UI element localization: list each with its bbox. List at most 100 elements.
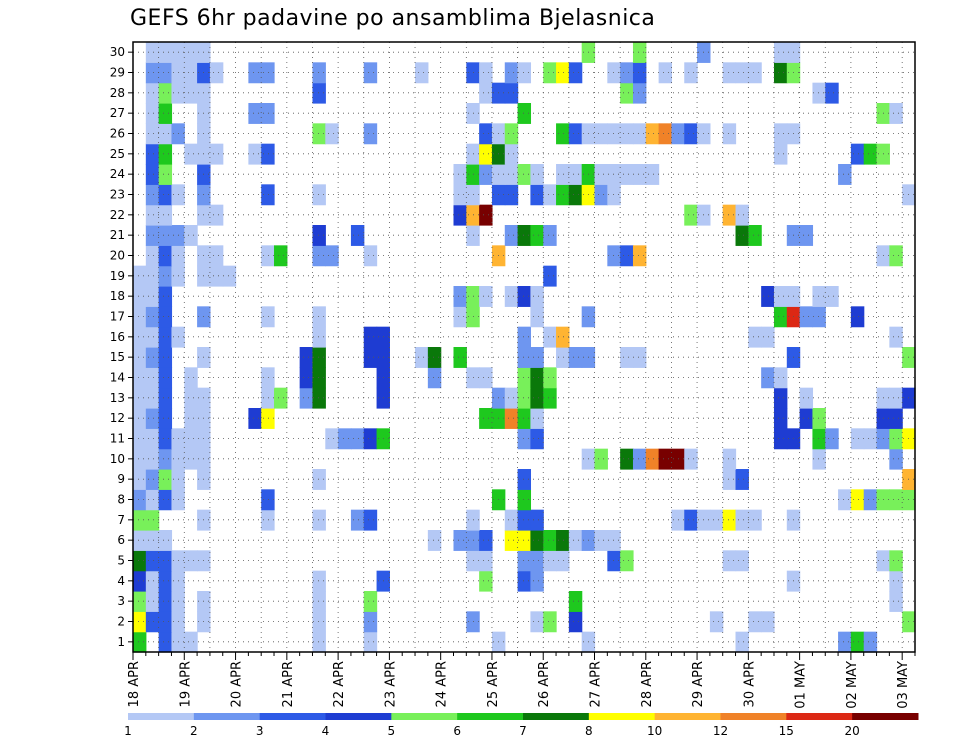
heatmap-cell <box>838 164 852 185</box>
heatmap-cell <box>825 82 839 104</box>
heatmap-cell <box>658 123 673 145</box>
heatmap-cell <box>607 550 621 572</box>
heatmap-cell <box>620 347 634 368</box>
heatmap-cell <box>479 82 493 104</box>
heatmap-cell <box>504 225 519 246</box>
heatmap-cell <box>748 62 762 84</box>
heatmap-cell <box>453 204 467 226</box>
heatmap-cell <box>158 489 173 511</box>
heatmap-cell <box>184 387 198 409</box>
heatmap-cell <box>133 408 147 429</box>
heatmap-cell <box>684 62 698 84</box>
y-tick-label: 22 <box>110 208 125 222</box>
heatmap-cell <box>184 408 198 429</box>
heatmap-cell <box>556 550 570 572</box>
heatmap-cell <box>838 489 852 511</box>
heatmap-cell <box>543 367 557 389</box>
heatmap-cell <box>773 387 788 409</box>
heatmap-cell <box>363 631 378 653</box>
heatmap-cell <box>568 123 583 145</box>
heatmap-cell <box>261 306 275 328</box>
heatmap-cell <box>722 123 737 145</box>
x-tick-label: 27 APR <box>589 661 604 707</box>
heatmap-cell <box>184 448 198 470</box>
heatmap-cell <box>453 347 467 368</box>
heatmap-cell <box>158 42 173 63</box>
heatmap-cell <box>363 347 378 368</box>
heatmap-cell <box>145 428 160 450</box>
heatmap-cell <box>556 184 570 206</box>
heatmap-cell <box>158 631 173 653</box>
heatmap-cell <box>543 530 557 551</box>
heatmap-cell <box>594 448 608 470</box>
x-tick-label: 30 APR <box>742 661 757 707</box>
heatmap-cell <box>133 306 147 328</box>
heatmap-cell <box>607 123 621 145</box>
heatmap-cell <box>684 509 698 531</box>
heatmap-cell <box>145 367 160 389</box>
heatmap-cell <box>479 143 493 165</box>
colorbar-swatch <box>391 713 458 720</box>
heatmap-cell <box>312 82 326 104</box>
heatmap-cell <box>517 469 532 490</box>
heatmap-cell <box>274 387 288 409</box>
heatmap-cell <box>133 509 147 531</box>
heatmap-cell <box>517 62 532 84</box>
heatmap-cell <box>453 164 467 185</box>
heatmap-cell <box>543 611 557 633</box>
heatmap-cell <box>594 164 608 185</box>
colorbar-label: 3 <box>256 724 264 738</box>
heatmap-cell <box>825 286 839 307</box>
heatmap-cell <box>530 509 544 531</box>
heatmap-cell <box>594 530 608 551</box>
heatmap-cell <box>158 143 173 165</box>
heatmap-cell <box>453 530 467 551</box>
heatmap-cell <box>133 387 147 409</box>
y-tick-label: 13 <box>110 391 125 405</box>
heatmap-cell <box>530 164 544 185</box>
heatmap-cell <box>799 225 814 246</box>
heatmap-cell <box>773 42 788 63</box>
heatmap-cell <box>568 530 583 551</box>
heatmap-cell <box>261 143 275 165</box>
heatmap-cell <box>594 184 608 206</box>
heatmap-cell <box>338 428 352 450</box>
y-tick-label: 25 <box>110 147 125 161</box>
heatmap-cell <box>363 326 378 348</box>
y-tick-label: 26 <box>110 127 125 141</box>
heatmap-cell <box>312 225 326 246</box>
colorbar-swatch <box>325 713 392 720</box>
heatmap-cell <box>735 225 749 246</box>
x-tick-label: 03 MAY <box>896 661 911 709</box>
heatmap-cell <box>517 550 532 572</box>
heatmap-cell <box>479 164 493 185</box>
heatmap-cell <box>158 184 173 206</box>
heatmap-cell <box>299 367 314 389</box>
heatmap-cell <box>761 326 775 348</box>
y-tick-label: 28 <box>110 86 125 100</box>
heatmap-cell <box>748 509 762 531</box>
heatmap-cell <box>645 164 660 185</box>
heatmap-cell <box>556 326 570 348</box>
y-tick-label: 21 <box>110 228 125 242</box>
colorbar-swatch <box>193 713 261 720</box>
heatmap-cell <box>145 184 160 206</box>
heatmap-cell <box>158 265 173 287</box>
heatmap-cell <box>158 448 173 470</box>
heatmap-cell <box>556 164 570 185</box>
heatmap-cell <box>145 245 160 267</box>
heatmap-cell <box>517 286 532 307</box>
heatmap-cell <box>158 245 173 267</box>
heatmap-cell <box>158 387 173 409</box>
y-tick-label: 4 <box>117 574 125 588</box>
heatmap-cell <box>889 326 903 348</box>
heatmap-cell <box>543 184 557 206</box>
colorbar-label: 20 <box>845 724 860 738</box>
heatmap-cell <box>158 123 173 145</box>
heatmap-cell <box>184 367 198 389</box>
y-axis: 1234567891011121314151617181920212223242… <box>110 45 133 649</box>
y-tick-label: 14 <box>110 371 125 385</box>
plot-frame <box>132 41 916 653</box>
x-tick-label: 19 APR <box>178 661 193 707</box>
heatmap-cell <box>261 103 275 124</box>
